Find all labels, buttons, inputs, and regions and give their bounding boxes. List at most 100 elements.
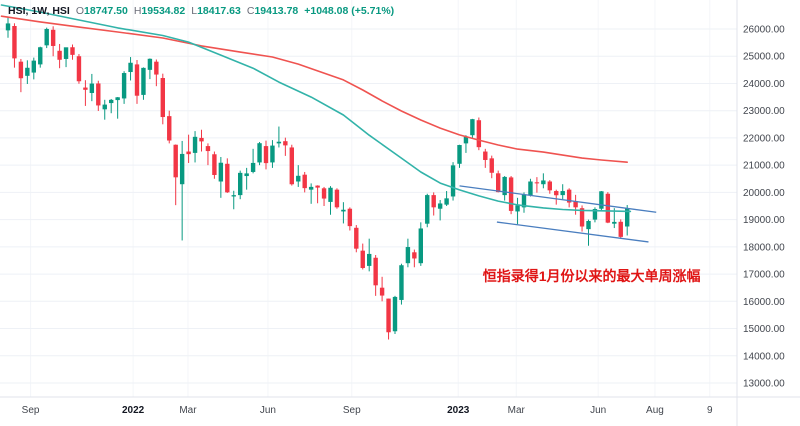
candle (44, 27, 49, 49)
candle (263, 140, 269, 170)
candle (50, 26, 56, 57)
candle (270, 140, 275, 168)
candle (360, 243, 365, 270)
candle (205, 143, 211, 166)
trendline-1[interactable] (459, 185, 657, 213)
candle (83, 80, 88, 106)
candle (489, 155, 494, 179)
candle (167, 110, 172, 144)
candle (289, 144, 294, 186)
time-tick-label: Mar (179, 405, 197, 416)
candle (154, 59, 159, 87)
candle (321, 186, 327, 206)
candle (109, 98, 114, 114)
candle (238, 170, 243, 200)
candle (341, 202, 346, 224)
candle (541, 173, 546, 189)
time-tick-label: Aug (646, 405, 664, 416)
candle (386, 298, 391, 340)
ma-line-fast-teal (0, 4, 632, 213)
candle (76, 54, 82, 84)
candle (347, 207, 353, 231)
chart-annotation[interactable]: 恒指录得1月份以来的最大单周涨幅 (482, 268, 701, 285)
candle (573, 194, 578, 215)
candle (334, 188, 340, 209)
candle (302, 171, 307, 193)
candle (141, 67, 146, 100)
price-tick-label: 14000.00 (743, 351, 785, 362)
candle (147, 58, 153, 80)
candle (121, 71, 127, 104)
candle (89, 73, 95, 102)
candle (566, 188, 572, 208)
ma-line-slow-red (0, 15, 629, 163)
candle (38, 46, 43, 68)
candle (115, 97, 120, 119)
candle (63, 47, 69, 68)
candle (515, 197, 520, 225)
price-tick-label: 26000.00 (743, 25, 785, 36)
time-axis[interactable]: Sep 2022 Mar Jun Sep 2023 Mar Jun Aug 9 (22, 405, 713, 416)
candle (257, 142, 262, 166)
candle (179, 140, 185, 241)
candle-series (5, 17, 630, 340)
price-tick-label: 15000.00 (743, 324, 785, 335)
trendline-2[interactable] (496, 221, 649, 243)
candle (599, 191, 604, 211)
time-tick-label: 2023 (447, 405, 470, 416)
time-tick-label: Sep (343, 405, 361, 416)
candle (379, 276, 385, 302)
price-tick-label: 21000.00 (743, 161, 785, 172)
candle (57, 43, 62, 69)
price-tick-label: 18000.00 (743, 242, 785, 253)
candle (5, 17, 11, 38)
ohlc-low: L18417.63 (191, 5, 241, 17)
candle (186, 134, 191, 163)
change-badge: +1048.08 (+5.71%) (304, 5, 395, 17)
time-tick-label: Jun (260, 405, 276, 416)
symbol-legend[interactable]: HSI, 1W, HSI O18747.50 H19534.82 L18417.… (8, 5, 394, 17)
candle (373, 255, 378, 296)
candle (496, 170, 501, 193)
time-tick-label: Sep (22, 405, 40, 416)
candle (96, 80, 101, 111)
time-tick-label: Jun (590, 405, 606, 416)
candle (276, 126, 282, 148)
candle (457, 144, 462, 168)
price-tick-label: 20000.00 (743, 188, 785, 199)
candle (483, 148, 488, 168)
candle (18, 58, 24, 93)
candle (70, 44, 75, 60)
candle (534, 177, 540, 193)
candle (425, 193, 430, 228)
candle (12, 23, 17, 68)
price-axis[interactable]: 26000.00 25000.00 24000.00 23000.00 22000.00… (743, 25, 785, 390)
candle (134, 60, 140, 104)
price-tick-label: 16000.00 (743, 297, 785, 308)
candle (283, 137, 288, 156)
candle (328, 186, 333, 215)
price-tick-label: 13000.00 (743, 378, 785, 389)
candle (199, 129, 204, 152)
price-tick-label: 19000.00 (743, 215, 785, 226)
candle (354, 225, 359, 253)
candle (160, 73, 165, 125)
symbol-title: HSI, 1W, HSI (8, 5, 70, 17)
time-tick-label: Mar (508, 405, 526, 416)
candle (173, 144, 178, 206)
candle (521, 192, 527, 213)
candle (560, 184, 565, 200)
candle (502, 176, 507, 201)
candle (399, 263, 404, 305)
candle (212, 151, 217, 179)
candle (218, 156, 224, 198)
candle (437, 200, 443, 221)
candle (231, 190, 236, 210)
candle (418, 222, 423, 266)
chart-pane[interactable] (0, 0, 737, 397)
ohlc-open: O18747.50 (75, 5, 128, 17)
candle (244, 167, 249, 190)
candle (192, 131, 198, 163)
